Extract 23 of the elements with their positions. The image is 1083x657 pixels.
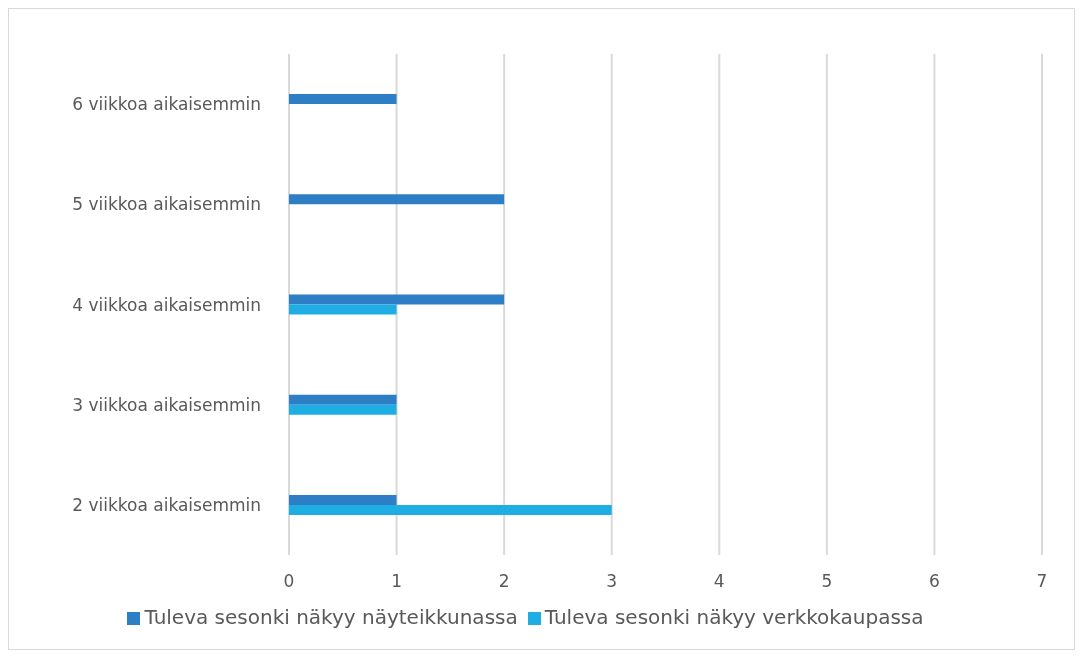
x-tick-label: 2: [498, 571, 510, 592]
bar: [289, 94, 397, 105]
bar: [289, 294, 505, 305]
bar: [289, 404, 397, 415]
bar: [289, 194, 505, 205]
y-tick-label: 2 viikkoa aikaisemmin: [72, 494, 261, 515]
y-tick-label: 6 viikkoa aikaisemmin: [72, 94, 261, 115]
x-tick-label: 5: [821, 571, 833, 592]
y-tick-label: 5 viikkoa aikaisemmin: [72, 194, 261, 215]
legend-label: Tuleva sesonki näkyy verkkokaupassa: [544, 605, 924, 629]
bar: [289, 394, 397, 405]
bar: [289, 494, 397, 505]
x-tick-label: 0: [283, 571, 295, 592]
x-tick-label: 1: [391, 571, 402, 592]
x-tick-label: 7: [1036, 571, 1048, 592]
y-tick-label: 4 viikkoa aikaisemmin: [72, 294, 261, 315]
x-tick-label: 4: [713, 571, 725, 592]
x-tick-label: 3: [606, 571, 618, 592]
bar: [289, 304, 397, 315]
y-tick-label: 3 viikkoa aikaisemmin: [72, 394, 261, 415]
x-tick-label: 6: [929, 571, 940, 592]
bar: [289, 504, 612, 515]
legend-label: Tuleva sesonki näkyy näyteikkunassa: [144, 605, 518, 629]
